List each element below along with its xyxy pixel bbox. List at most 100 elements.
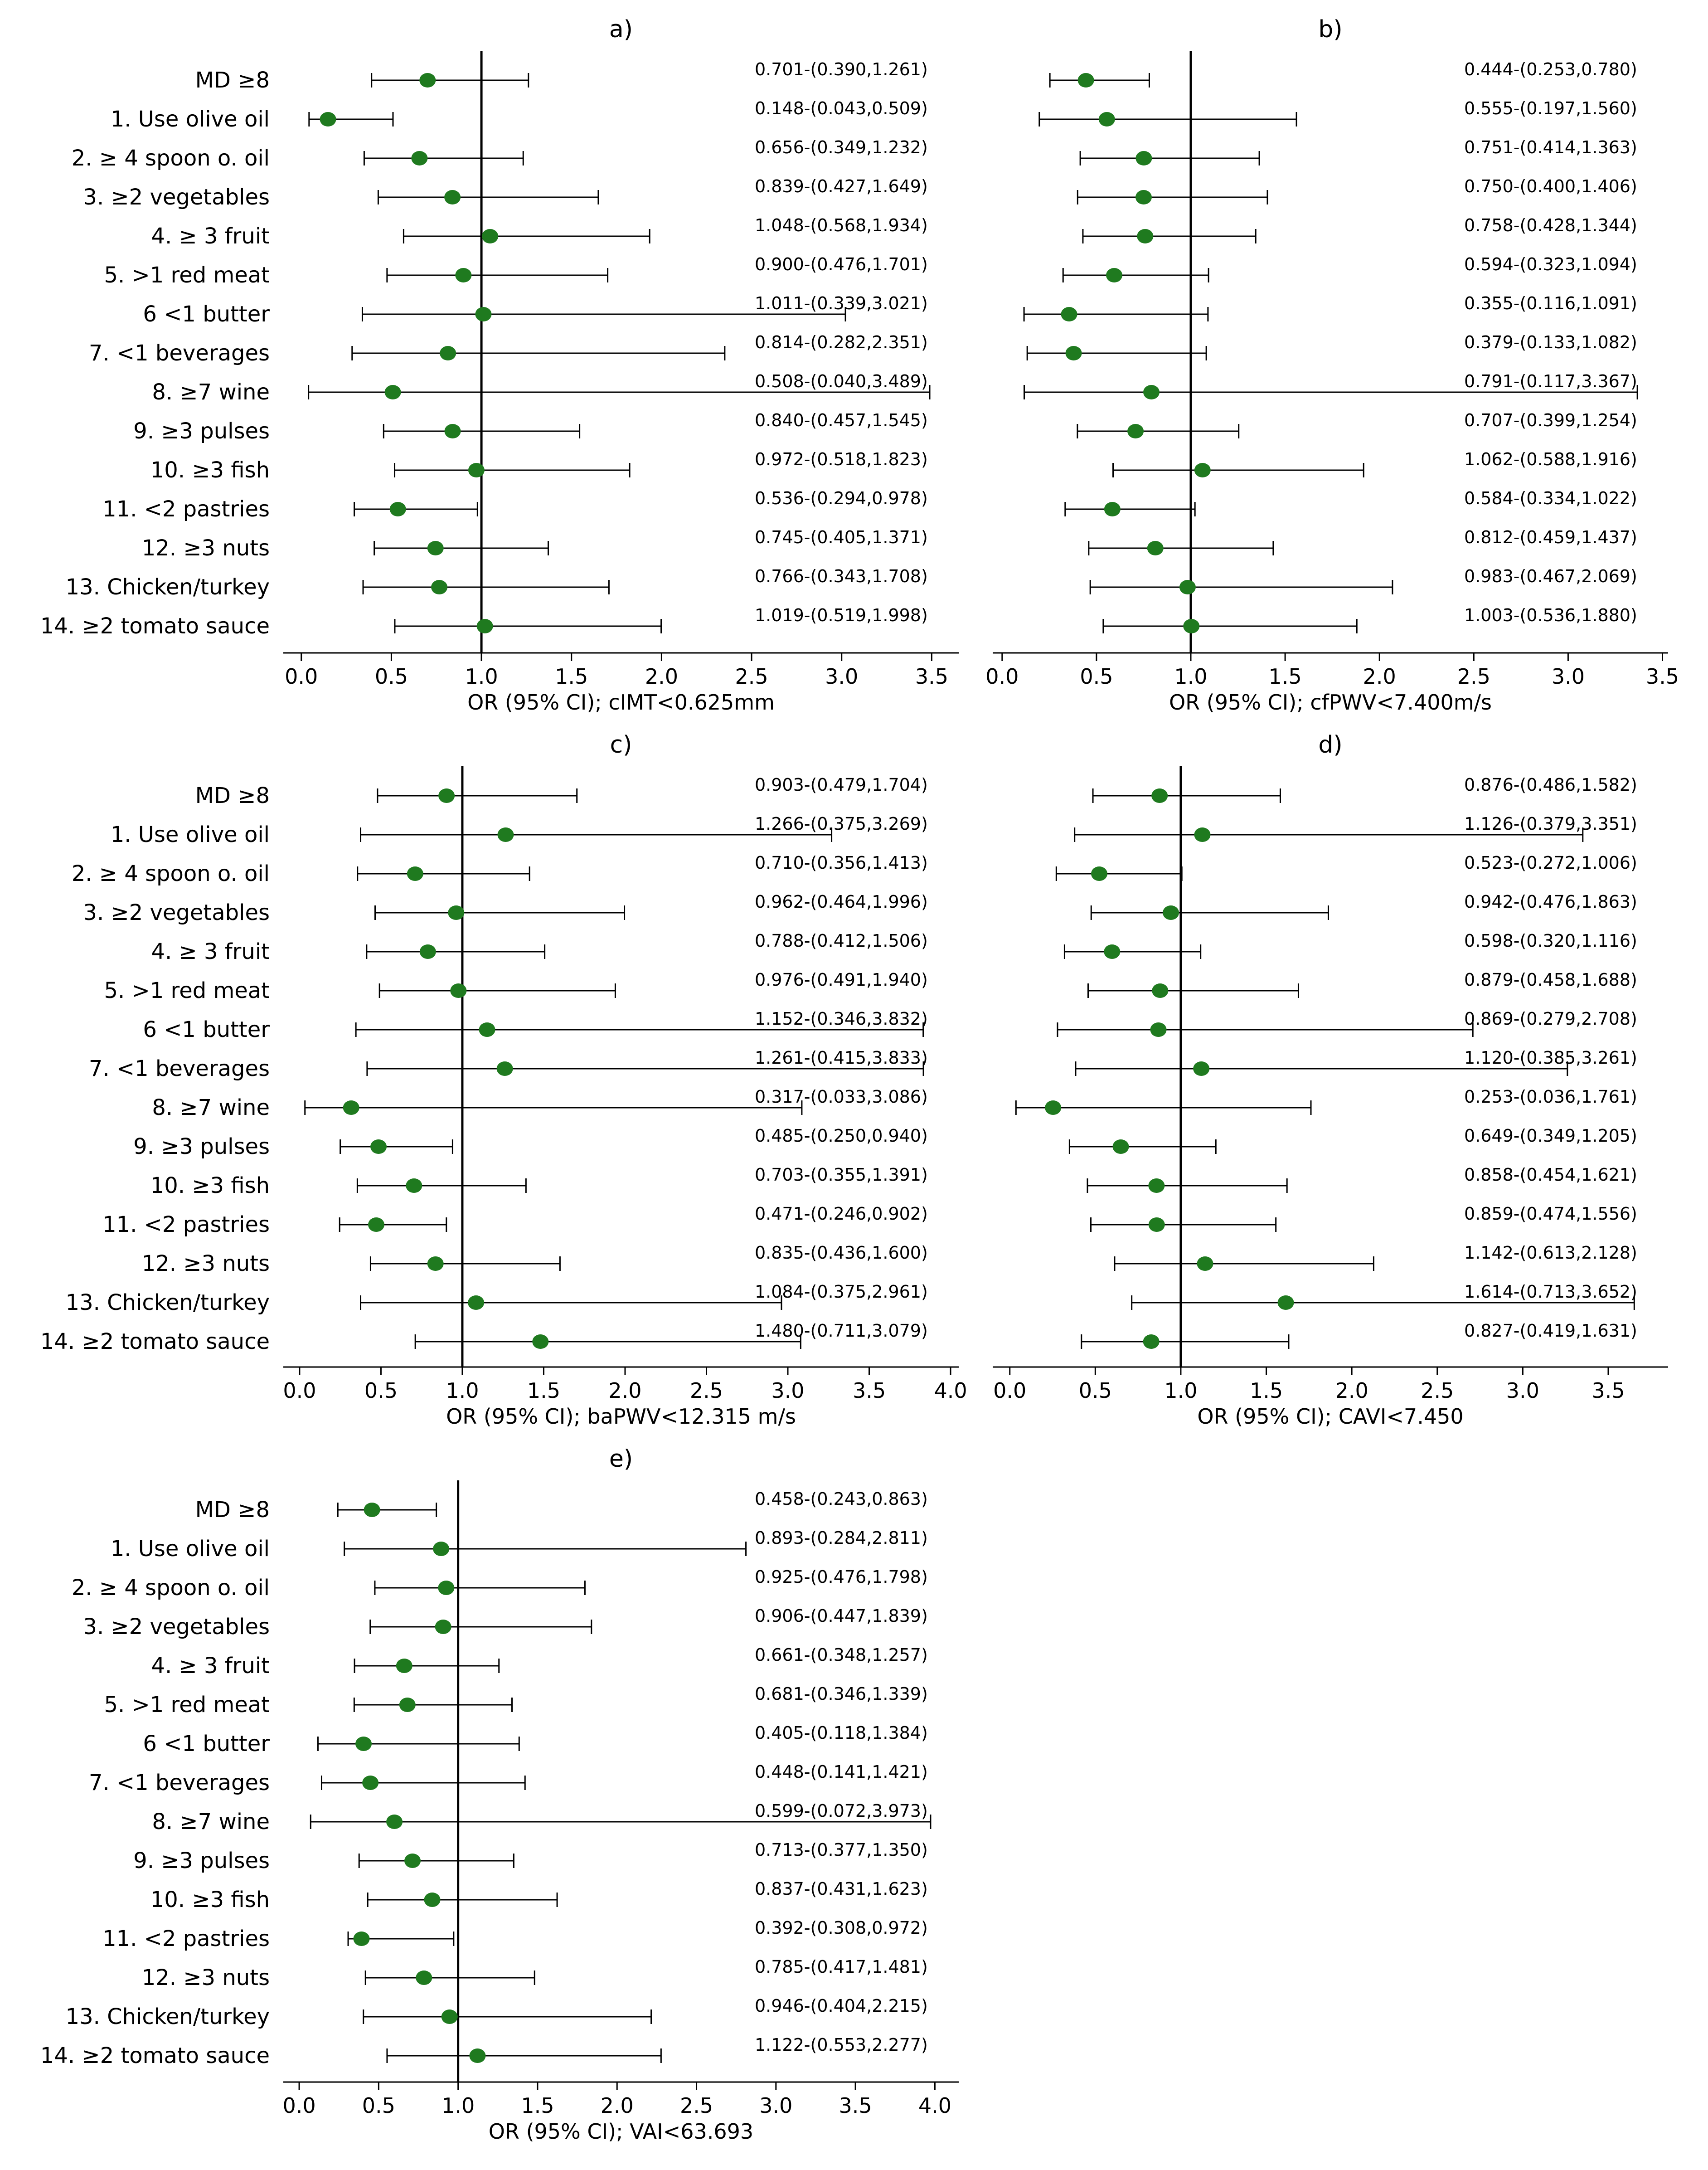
- row-label: 8. ≥7 wine: [152, 1095, 270, 1120]
- odds-ratio-point: [1112, 1139, 1129, 1154]
- row-label: 2. ≥ 4 spoon o. oil: [72, 861, 270, 886]
- x-tick-label: 0.5: [375, 664, 408, 689]
- estimate-row: 0.649-(0.349,1.205): [1068, 1126, 1637, 1154]
- estimate-row: 7. <1 beverages 0.448-(0.141,1.421): [89, 1762, 928, 1795]
- odds-ratio-point: [1104, 502, 1121, 516]
- odds-ratio-point: [362, 1776, 379, 1790]
- x-tick-label: 3.5: [1592, 1378, 1625, 1403]
- odds-ratio-point: [1061, 307, 1077, 321]
- odds-ratio-point: [1197, 1256, 1213, 1271]
- odds-ratio-point: [1143, 1334, 1160, 1349]
- ci-value-label: 1.048-(0.568,1.934): [755, 215, 928, 235]
- estimate-row: 12. ≥3 nuts 0.785-(0.417,1.481): [142, 1957, 928, 1990]
- ci-value-label: 0.751-(0.414,1.363): [1464, 137, 1637, 157]
- estimate-row: 6 <1 butter 0.405-(0.118,1.384): [143, 1723, 927, 1756]
- x-tick-label: 2.5: [1457, 664, 1490, 689]
- ci-value-label: 0.858-(0.454,1.621): [1464, 1165, 1637, 1185]
- odds-ratio-point: [1151, 788, 1168, 803]
- odds-ratio-point: [441, 2009, 458, 2024]
- estimate-row: 3. ≥2 vegetables 0.839-(0.427,1.649): [83, 176, 927, 210]
- row-label: 4. ≥ 3 fruit: [151, 939, 270, 964]
- row-label: 11. <2 pastries: [102, 1212, 270, 1237]
- ci-value-label: 0.785-(0.417,1.481): [755, 1957, 928, 1977]
- estimate-row: 5. >1 red meat 0.900-(0.476,1.701): [104, 254, 927, 288]
- ci-value-label: 0.827-(0.419,1.631): [1464, 1321, 1637, 1341]
- odds-ratio-point: [427, 541, 444, 555]
- estimate-row: 4. ≥ 3 fruit 0.661-(0.348,1.257): [151, 1645, 927, 1679]
- odds-ratio-point: [444, 190, 461, 204]
- ci-value-label: 1.261-(0.415,3.833): [755, 1048, 928, 1068]
- row-label: 10. ≥3 fish: [150, 457, 270, 483]
- odds-ratio-point: [1143, 385, 1160, 399]
- ci-value-label: 0.681-(0.346,1.339): [755, 1684, 928, 1704]
- x-tick-label: 1.0: [1174, 664, 1207, 689]
- estimate-row: 9. ≥3 pulses 0.840-(0.457,1.545): [133, 410, 928, 444]
- ci-value-label: 0.840-(0.457,1.545): [755, 410, 928, 430]
- estimate-row: 4. ≥ 3 fruit 1.048-(0.568,1.934): [151, 215, 927, 249]
- row-label: 7. <1 beverages: [89, 1056, 270, 1081]
- odds-ratio-point: [355, 1737, 372, 1751]
- odds-ratio-point: [438, 1581, 455, 1595]
- x-tick-label: 1.5: [521, 2093, 554, 2118]
- x-tick-label: 3.5: [915, 664, 948, 689]
- estimate-row: 0.707-(0.399,1.254): [1077, 410, 1637, 438]
- x-tick-label: 1.5: [1269, 664, 1302, 689]
- odds-ratio-point: [1147, 541, 1164, 555]
- odds-ratio-point: [399, 1698, 416, 1712]
- row-label: 14. ≥2 tomato sauce: [40, 2043, 270, 2068]
- row-label: 11. <2 pastries: [102, 496, 270, 522]
- odds-ratio-point: [431, 580, 448, 594]
- odds-ratio-point: [1193, 1061, 1210, 1076]
- panel-c: c) MD ≥8 0.903-(0.479,1.704) 1. Use olive o…: [40, 731, 967, 1429]
- odds-ratio-point: [475, 307, 492, 321]
- ci-value-label: 0.379-(0.133,1.082): [1464, 332, 1637, 352]
- x-tick-label: 0.0: [282, 2093, 315, 2118]
- ci-value-label: 0.405-(0.118,1.384): [755, 1723, 928, 1743]
- row-label: 3. ≥2 vegetables: [83, 900, 270, 925]
- estimate-row: 1.120-(0.385,3.261): [1075, 1048, 1637, 1076]
- estimate-row: 13. Chicken/turkey 0.766-(0.343,1.708): [66, 566, 928, 600]
- row-label: 12. ≥3 nuts: [142, 535, 270, 561]
- x-tick-label: 2.0: [645, 664, 678, 689]
- row-label: 5. >1 red meat: [104, 1692, 270, 1718]
- estimate-row: 13. Chicken/turkey 1.084-(0.375,2.961): [66, 1282, 928, 1315]
- estimate-row: 1. Use olive oil 0.148-(0.043,0.509): [111, 98, 928, 132]
- ci-value-label: 0.317-(0.033,3.086): [755, 1087, 928, 1107]
- ci-value-label: 0.962-(0.464,1.996): [755, 892, 928, 912]
- estimate-row: 2. ≥ 4 spoon o. oil 0.925-(0.476,1.798): [72, 1567, 928, 1601]
- x-tick-label: 3.0: [825, 664, 858, 689]
- estimate-row: 1.126-(0.379,3.351): [1074, 814, 1637, 842]
- ci-value-label: 0.713-(0.377,1.350): [755, 1840, 928, 1860]
- row-label: 4. ≥ 3 fruit: [151, 1653, 270, 1679]
- odds-ratio-point: [416, 1971, 432, 1985]
- x-axis-label: OR (95% CI); cfPWV<7.400m/s: [1169, 690, 1492, 715]
- odds-ratio-point: [1152, 983, 1169, 998]
- estimate-row: 11. <2 pastries 0.392-(0.308,0.972): [102, 1918, 928, 1951]
- odds-ratio-point: [1194, 463, 1211, 477]
- ci-value-label: 0.471-(0.246,0.902): [755, 1204, 928, 1224]
- x-tick-label: 1.0: [465, 664, 498, 689]
- ci-value-label: 0.448-(0.141,1.421): [755, 1762, 928, 1782]
- ci-value-label: 0.701-(0.390,1.261): [755, 59, 928, 79]
- x-tick-label: 1.5: [1250, 1378, 1283, 1403]
- row-label: 10. ≥3 fish: [150, 1173, 270, 1198]
- row-label: 8. ≥7 wine: [152, 380, 270, 405]
- ci-value-label: 0.893-(0.284,2.811): [755, 1528, 928, 1548]
- x-tick-label: 0.5: [362, 2093, 395, 2118]
- ci-value-label: 1.011-(0.339,3.021): [755, 293, 928, 313]
- estimate-row: 0.812-(0.459,1.437): [1088, 527, 1637, 555]
- odds-ratio-point: [476, 619, 493, 633]
- estimate-row: 3. ≥2 vegetables 0.906-(0.447,1.839): [83, 1606, 927, 1640]
- ci-value-label: 0.661-(0.348,1.257): [755, 1645, 928, 1665]
- ci-value-label: 0.903-(0.479,1.704): [755, 775, 928, 795]
- estimate-row: 11. <2 pastries 0.536-(0.294,0.978): [102, 488, 928, 522]
- odds-ratio-point: [407, 866, 423, 881]
- estimate-row: 5. >1 red meat 0.976-(0.491,1.940): [104, 970, 927, 1003]
- ci-value-label: 0.900-(0.476,1.701): [755, 254, 928, 274]
- row-label: 13. Chicken/turkey: [66, 574, 270, 600]
- odds-ratio-point: [1065, 346, 1082, 360]
- ci-value-label: 0.458-(0.243,0.863): [755, 1489, 928, 1509]
- ci-value-label: 0.599-(0.072,3.973): [755, 1801, 928, 1821]
- odds-ratio-point: [343, 1100, 359, 1115]
